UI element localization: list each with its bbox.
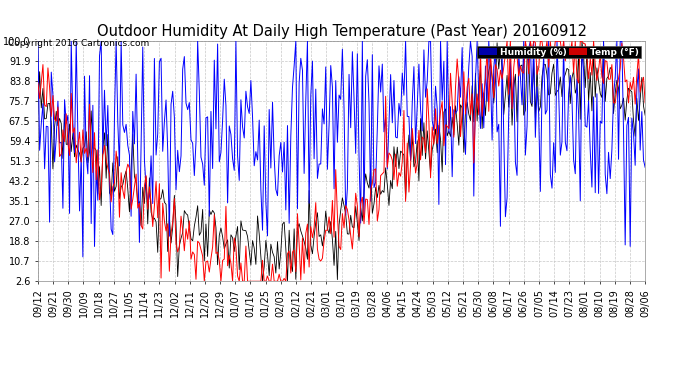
Text: Copyright 2016 Cartronics.com: Copyright 2016 Cartronics.com bbox=[8, 39, 150, 48]
Legend: Humidity (%), Temp (°F): Humidity (%), Temp (°F) bbox=[477, 46, 640, 58]
Title: Outdoor Humidity At Daily High Temperature (Past Year) 20160912: Outdoor Humidity At Daily High Temperatu… bbox=[97, 24, 586, 39]
